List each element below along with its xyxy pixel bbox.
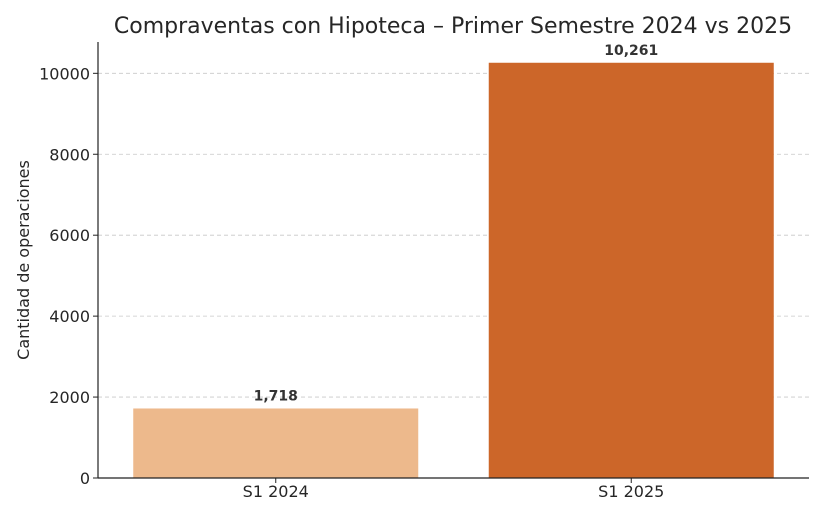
data-label: 1,718 — [254, 388, 298, 404]
y-axis-label: Cantidad de operaciones — [14, 160, 33, 360]
axes: S1 2024 S1 2025 0 2000 4000 6000 8000 10000 — [39, 42, 809, 501]
x-tick-label: S1 2024 — [243, 482, 309, 501]
bars — [133, 62, 774, 478]
data-labels: 1,718 10,261 — [254, 43, 659, 405]
y-tick-label: 8000 — [49, 145, 90, 164]
y-tick-label: 2000 — [49, 388, 90, 407]
y-tick-label: 6000 — [49, 226, 90, 245]
y-tick-label: 10000 — [39, 64, 90, 83]
bar-s1-2025 — [488, 62, 774, 478]
data-label: 10,261 — [604, 43, 658, 59]
y-tick-label: 4000 — [49, 307, 90, 326]
x-tick-label: S1 2025 — [598, 482, 664, 501]
y-tick-label: 0 — [80, 469, 90, 488]
chart-title: Compraventas con Hipoteca – Primer Semes… — [114, 14, 792, 39]
bar-s1-2024 — [133, 408, 419, 478]
